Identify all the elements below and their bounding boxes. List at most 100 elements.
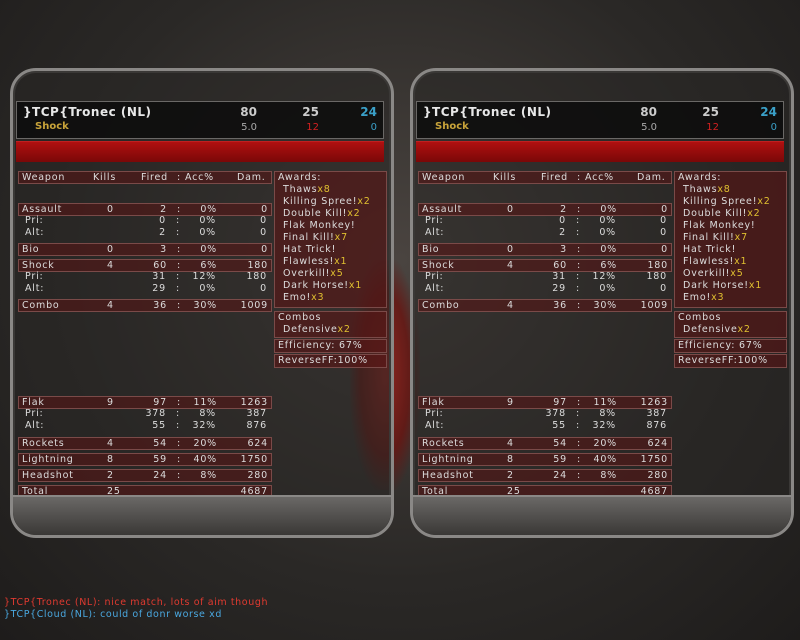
fired: 2 xyxy=(159,227,166,238)
damage: 0 xyxy=(660,215,667,226)
table-header: Weapon Kills Fired: Acc% Dam. xyxy=(18,171,272,184)
kills: 2 xyxy=(107,470,114,481)
fired: 0 xyxy=(559,215,566,226)
sep: : xyxy=(176,408,181,419)
damage: 0 xyxy=(660,227,667,238)
kills: 25 xyxy=(107,486,121,497)
fired: 378 xyxy=(545,408,566,419)
damage: 387 xyxy=(246,408,267,419)
weapon-row: Total 25 4687 xyxy=(418,485,672,498)
award-count: x1 xyxy=(348,280,363,291)
awards-title: Awards: xyxy=(678,172,722,183)
kills: 4 xyxy=(507,300,514,311)
weapon-name: Pri: xyxy=(25,215,44,226)
stats-panel-left: }TCP{Tronec (NL) Shock 80 25 24 5.0 12 0 Weapon K… xyxy=(10,68,394,538)
weapon-name: Pri: xyxy=(425,215,444,226)
fired: 97 xyxy=(153,397,167,408)
damage: 280 xyxy=(647,470,668,481)
stat-red: 12 xyxy=(306,122,319,133)
efficiency: Efficiency: 67% xyxy=(274,339,387,353)
fired: 60 xyxy=(153,260,167,271)
deaths: 24 xyxy=(760,105,777,119)
award-item: Flawless!x1 xyxy=(283,256,348,267)
weapon-name: Pri: xyxy=(25,408,44,419)
sep: : xyxy=(176,283,181,294)
weapon-name: Alt: xyxy=(25,420,45,431)
damage: 180 xyxy=(247,260,268,271)
kills: 25 xyxy=(507,486,521,497)
award-item: Flawless!x1 xyxy=(683,256,748,267)
sep: : xyxy=(177,454,182,465)
acc: 11% xyxy=(193,397,217,408)
acc: 12% xyxy=(192,271,216,282)
sep: : xyxy=(176,227,181,238)
combo-count: x2 xyxy=(337,324,351,335)
award-count: x3 xyxy=(711,292,725,303)
weapon-name: Shock xyxy=(422,260,455,271)
weapon-name: Bio xyxy=(422,244,440,255)
ratio: 5.0 xyxy=(241,122,257,133)
acc: 30% xyxy=(193,300,217,311)
acc: 32% xyxy=(192,420,216,431)
kills: 4 xyxy=(507,438,514,449)
weapon-name: Shock xyxy=(22,260,55,271)
damage: 0 xyxy=(260,227,267,238)
weapon-name: Lightning xyxy=(22,454,74,465)
player-name: }TCP{Tronec (NL) xyxy=(423,105,552,119)
sep: : xyxy=(577,260,582,271)
weapon-row: Rockets 4 54:20% 624 xyxy=(18,437,272,450)
award-count: x8 xyxy=(317,184,331,195)
acc: 8% xyxy=(600,470,617,481)
weapon-row: Combo 4 36:30% 1009 xyxy=(18,299,272,312)
col-fired: Fired xyxy=(541,172,568,183)
deaths: 24 xyxy=(360,105,377,119)
fired: 3 xyxy=(560,244,567,255)
kills: 2 xyxy=(507,470,514,481)
weapon-row: Pri: 378: 8% 387 xyxy=(418,408,670,419)
fired: 24 xyxy=(153,470,167,481)
award-item: Thawsx8 xyxy=(683,184,731,195)
award-count: x5 xyxy=(730,268,744,279)
award-item: Dark Horse!x1 xyxy=(283,280,363,291)
fired: 24 xyxy=(553,470,567,481)
damage: 0 xyxy=(260,283,267,294)
sep: : xyxy=(577,438,582,449)
damage: 1750 xyxy=(640,454,668,465)
player-header: }TCP{Tronec (NL) Shock 80 25 24 5.0 12 0 xyxy=(416,101,784,139)
weapon-row: Shock 4 60: 6% 180 xyxy=(18,259,272,272)
sep: : xyxy=(177,204,182,215)
damage: 1263 xyxy=(640,397,668,408)
acc: 0% xyxy=(599,227,616,238)
reverse-ff: ReverseFF:100% xyxy=(674,354,787,368)
chat-message: }TCP{Tronec (NL): nice match, lots of ai… xyxy=(4,597,269,608)
award-item: Flak Monkey! xyxy=(683,220,756,231)
award-item: Thawsx8 xyxy=(283,184,331,195)
weapon-name: Bio xyxy=(22,244,40,255)
damage: 1009 xyxy=(640,300,668,311)
acc: 20% xyxy=(193,438,217,449)
weapon-name: Assault xyxy=(422,204,463,215)
fired: 59 xyxy=(553,454,567,465)
player-header: }TCP{Tronec (NL) Shock 80 25 24 5.0 12 0 xyxy=(16,101,384,139)
award-count: x1 xyxy=(734,256,748,267)
combos-title: Combos xyxy=(678,312,722,323)
award-count: x2 xyxy=(757,196,771,207)
weapon-name: Rockets xyxy=(22,438,65,449)
weapon-row: Assault 0 2: 0% 0 xyxy=(18,203,272,216)
award-item: Overkill!x5 xyxy=(683,268,744,279)
sep: : xyxy=(177,300,182,311)
fired: 54 xyxy=(553,438,567,449)
stat-blue: 0 xyxy=(370,122,377,133)
weapon-name: Pri: xyxy=(425,408,444,419)
damage: 0 xyxy=(260,215,267,226)
fired: 31 xyxy=(552,271,566,282)
weapon-name: Lightning xyxy=(422,454,474,465)
acc: 0% xyxy=(199,227,216,238)
weapon-row: Bio 0 3: 0% 0 xyxy=(418,243,672,256)
damage: 0 xyxy=(261,204,268,215)
sep: : xyxy=(577,204,582,215)
sep: : xyxy=(576,227,581,238)
reverse-ff: ReverseFF:100% xyxy=(274,354,387,368)
col-acc: Acc% xyxy=(585,172,615,183)
fired: 31 xyxy=(152,271,166,282)
